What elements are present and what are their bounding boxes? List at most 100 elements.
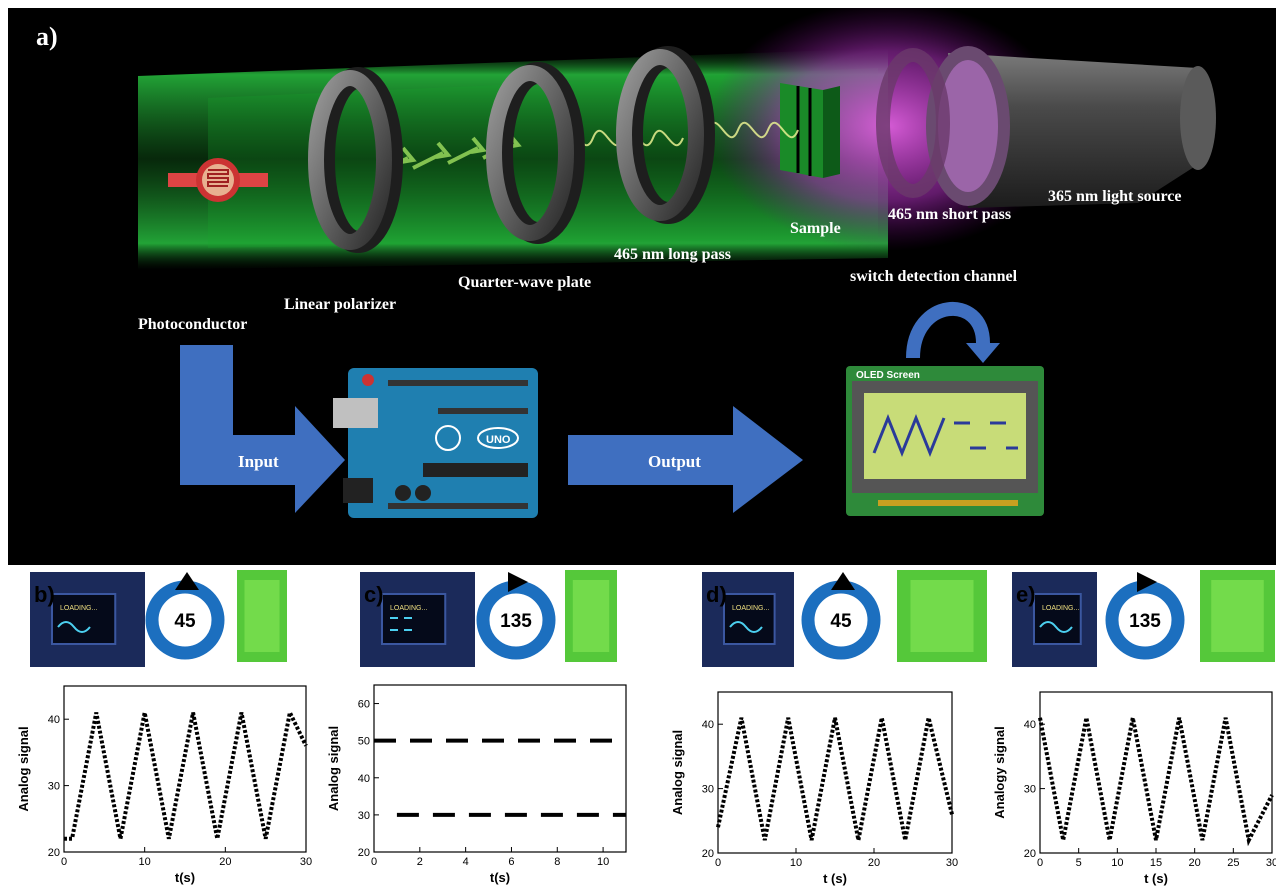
y-tick-label: 40 (48, 714, 60, 726)
sample-label: Sample (790, 220, 841, 237)
output-label: Output (648, 452, 701, 471)
oled-photo-wave (729, 621, 763, 633)
x-tick-label: 6 (508, 856, 514, 868)
oled-triangle-wave (872, 413, 946, 458)
oled-photo-text: LOADING... (60, 605, 97, 612)
oled-photo-screen (1033, 593, 1082, 645)
quarter-wave-ring (486, 62, 585, 244)
y-tick-label: 20 (1024, 848, 1036, 860)
x-tick-label: 20 (219, 856, 231, 868)
y-tick-label: 30 (702, 784, 714, 796)
oled-photo-wave (1039, 621, 1073, 633)
y-axis-label: Analog signal (326, 726, 341, 811)
x-tick-label: 0 (61, 856, 67, 868)
photoconductor-device (168, 158, 268, 202)
x-tick-label: 15 (1150, 857, 1162, 869)
oled-photo-screen (381, 593, 447, 645)
x-tick-label: 10 (1111, 857, 1123, 869)
panel-label: c) (364, 582, 384, 607)
long-pass-ring (616, 46, 715, 224)
y-tick-label: 30 (48, 781, 60, 793)
x-tick-label: 0 (715, 857, 721, 869)
angle-value: 45 (174, 611, 196, 632)
y-tick-label: 60 (358, 699, 370, 711)
light-source-label: 365 nm light source (1048, 188, 1182, 205)
y-tick-label: 40 (702, 719, 714, 731)
signal-line (1038, 717, 1274, 847)
y-axis-label: Analog signal (670, 730, 685, 815)
y-tick-label: 30 (1024, 784, 1036, 796)
oled-photo-screen (51, 593, 117, 645)
input-arrow (180, 345, 345, 513)
angle-value: 135 (500, 611, 532, 632)
arduino-label: UNO (486, 434, 511, 446)
x-axis-label: t(s) (490, 870, 510, 885)
output-arrow (568, 406, 803, 513)
rotation-direction-icon (1137, 572, 1157, 592)
oled-photo-wave (57, 621, 91, 633)
oled-module (846, 366, 1044, 516)
panel-label: d) (706, 582, 727, 607)
input-label: Input (238, 452, 279, 471)
oled-photo-dashes (390, 617, 412, 631)
rotation-direction-icon (831, 572, 855, 590)
x-axis-label: t (s) (1144, 871, 1168, 886)
short-pass-filter (876, 48, 950, 198)
x-axis-label: t (s) (823, 871, 847, 886)
angle-value: 45 (830, 611, 852, 632)
panel-label: e) (1016, 582, 1036, 607)
x-tick-label: 30 (1266, 857, 1276, 869)
setup-diagram: UNO OLED Screen a) 365 nm light source 4… (8, 8, 1276, 565)
chart-frame (63, 685, 307, 853)
x-axis-label: t(s) (175, 870, 195, 885)
x-tick-label: 30 (946, 857, 958, 869)
switch-curved-arrow (906, 302, 990, 359)
x-tick-label: 5 (1076, 857, 1082, 869)
sample-block (780, 83, 840, 178)
rotation-direction-icon (175, 572, 199, 590)
oled-photo-text: LOADING... (1042, 605, 1079, 612)
y-tick-label: 50 (358, 736, 370, 748)
x-tick-label: 20 (868, 857, 880, 869)
y-tick-label: 20 (48, 847, 60, 859)
x-tick-label: 30 (300, 856, 312, 868)
sample-photo-film (910, 580, 974, 652)
x-tick-label: 8 (554, 856, 560, 868)
y-axis-label: Analogy signal (992, 726, 1007, 818)
chart-frame (717, 691, 953, 854)
arduino-board (333, 368, 538, 518)
x-tick-label: 10 (790, 857, 802, 869)
rotation-direction-icon (508, 572, 528, 592)
y-tick-label: 40 (358, 773, 370, 785)
x-tick-label: 10 (139, 856, 151, 868)
setup-illustration: UNO OLED Screen (138, 8, 1216, 518)
y-tick-label: 20 (702, 848, 714, 860)
signal-line (64, 706, 308, 841)
switch-label: switch detection channel (850, 268, 1018, 285)
x-tick-label: 4 (463, 856, 469, 868)
sample-photo-film (1211, 580, 1264, 652)
signal-line (716, 717, 954, 841)
x-tick-label: 0 (1037, 857, 1043, 869)
sample-photo-film (244, 580, 280, 652)
sample-photo-film (572, 580, 610, 652)
x-tick-label: 2 (417, 856, 423, 868)
oled-title: OLED Screen (856, 370, 920, 381)
light-source-tube (926, 46, 1216, 208)
long-pass-label: 465 nm long pass (614, 246, 731, 263)
y-tick-label: 20 (358, 847, 370, 859)
panel-label: b) (34, 582, 55, 607)
linear-polarizer-ring (308, 67, 403, 253)
linear-polarizer-label: Linear polarizer (284, 296, 397, 313)
oled-photo-screen (723, 593, 776, 645)
y-tick-label: 30 (358, 810, 370, 822)
panel-a-label: a) (36, 22, 58, 51)
x-tick-label: 0 (371, 856, 377, 868)
quarter-wave-label: Quarter-wave plate (458, 274, 592, 291)
photoconductor-label: Photoconductor (138, 316, 248, 333)
chart-frame (373, 684, 627, 853)
x-tick-label: 20 (1189, 857, 1201, 869)
oled-photo-text: LOADING... (732, 605, 769, 612)
x-tick-label: 10 (597, 856, 609, 868)
